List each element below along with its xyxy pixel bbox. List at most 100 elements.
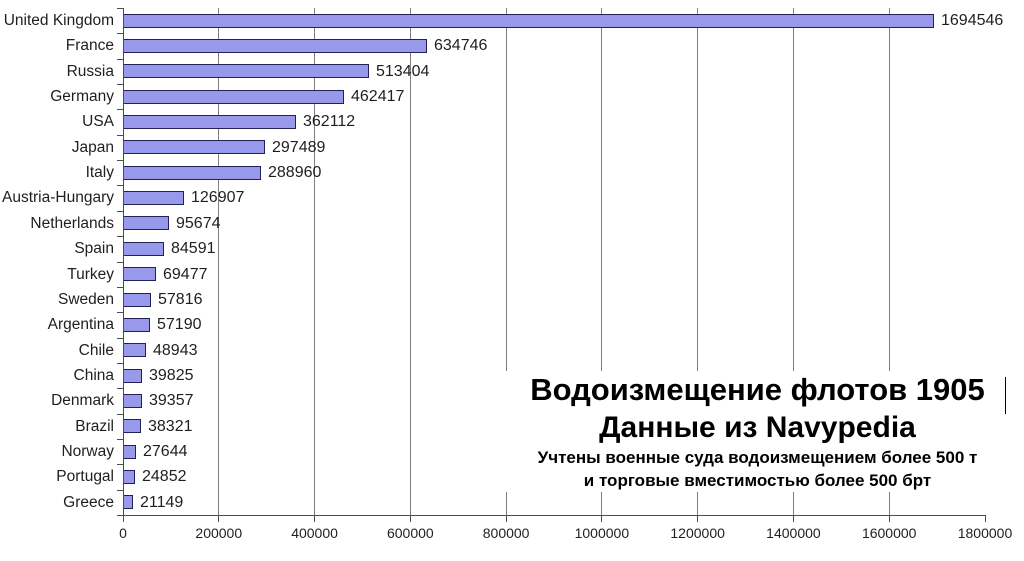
y-axis-tick [117,286,123,288]
category-label: Argentina [47,316,114,334]
category-label: Denmark [51,392,114,410]
category-label: Russia [66,62,114,80]
x-axis-tick-label: 1200000 [670,525,725,541]
chart-note-line1: Учтены военные суда водоизмещением более… [537,448,978,467]
y-axis-tick [117,438,123,440]
bar-norway [123,444,136,459]
category-label: Germany [50,88,114,106]
bar-china [123,368,142,383]
bar-austria-hungary [123,191,184,206]
y-axis-tick [117,489,123,491]
bar-brazil [123,419,141,434]
category-label: Brazil [75,417,114,435]
y-axis-tick [117,185,123,187]
bar-value-label: 1694546 [941,12,1004,29]
bar-value-label: 24852 [142,468,187,486]
bar-united-kingdom [123,13,934,28]
bar-usa [123,115,296,130]
bar-value-label: 462417 [351,88,405,106]
bar-value-label: 84591 [171,240,216,258]
x-axis-tick [409,516,411,522]
category-label: USA [82,113,114,131]
x-axis [123,515,986,516]
y-axis-tick [117,413,123,415]
y-axis-tick [117,362,123,364]
category-label: United Kingdom [3,12,114,29]
category-label: Portugal [56,468,114,486]
gridline [888,8,890,515]
bar-chile [123,343,146,358]
bar-value-label: 69477 [163,265,208,283]
x-axis-tick [888,516,890,522]
y-axis-tick [117,134,123,136]
bar-value-label: 38321 [148,417,193,435]
x-axis-tick [122,516,124,522]
bar-spain [123,241,164,256]
y-axis-tick [117,160,123,162]
gridline [601,8,603,515]
bar-japan [123,140,265,155]
y-axis-tick [117,515,123,516]
category-label: France [65,37,114,55]
y-axis-tick [117,464,123,466]
bar-greece [123,495,133,510]
bar-value-label: 39357 [149,392,194,410]
category-label: Netherlands [30,214,114,232]
gridline [314,8,316,515]
bar-russia [123,64,369,79]
category-label: Sweden [57,290,114,308]
y-axis-tick [117,261,123,263]
category-label: China [73,366,115,384]
y-axis-tick [117,312,123,314]
x-axis-tick-label: 0 [119,525,127,541]
bar-netherlands [123,216,169,231]
gridline [792,8,794,515]
x-axis-tick [697,516,699,522]
y-axis-tick [117,8,123,9]
category-label: Chile [78,341,114,359]
y-axis-tick [117,33,123,35]
bar-value-label: 95674 [176,214,221,232]
bar-turkey [123,267,156,282]
category-label: Italy [85,164,114,182]
x-axis-tick [314,516,316,522]
x-axis-tick-label: 600000 [386,525,434,541]
y-axis-tick [117,337,123,339]
x-axis-tick-label: 1800000 [957,525,1013,541]
gridline [409,8,411,515]
bar-value-label: 39825 [149,366,194,384]
chart-title-block: Водоизмещение флотов 1905 Данные из Navy… [505,371,1010,492]
y-axis-tick [117,388,123,390]
x-axis-tick [792,516,794,522]
y-axis-tick [117,58,123,60]
bar-value-label: 634746 [434,37,488,55]
gridline [218,8,220,515]
bar-france [123,39,427,54]
y-axis-tick [117,210,123,212]
gridline [697,8,699,515]
x-axis-tick [505,516,507,522]
category-label: Norway [61,442,114,460]
bar-value-label: 513404 [376,62,430,80]
chart-subtitle: Данные из Navypedia [599,411,916,444]
x-axis-tick [218,516,220,522]
bar-value-label: 57816 [158,290,203,308]
bar-value-label: 48943 [153,341,198,359]
bar-germany [123,89,344,104]
y-axis [123,8,124,516]
category-label: Japan [71,138,114,156]
x-axis-tick-label: 800000 [482,525,530,541]
bar-argentina [123,317,150,332]
chart-title: Водоизмещение флотов 1905 [530,372,985,407]
category-label: Turkey [67,265,114,283]
x-axis-tick [984,516,986,522]
y-axis-tick [117,84,123,86]
category-label: Greece [63,493,114,511]
bar-value-label: 21149 [140,493,184,511]
bar-value-label: 297489 [272,138,326,156]
chart-note-line2: и торговые вместимостью более 500 брт [583,471,932,490]
x-axis-tick-label: 1400000 [766,525,821,541]
bar-denmark [123,393,142,408]
x-axis-tick [601,516,603,522]
